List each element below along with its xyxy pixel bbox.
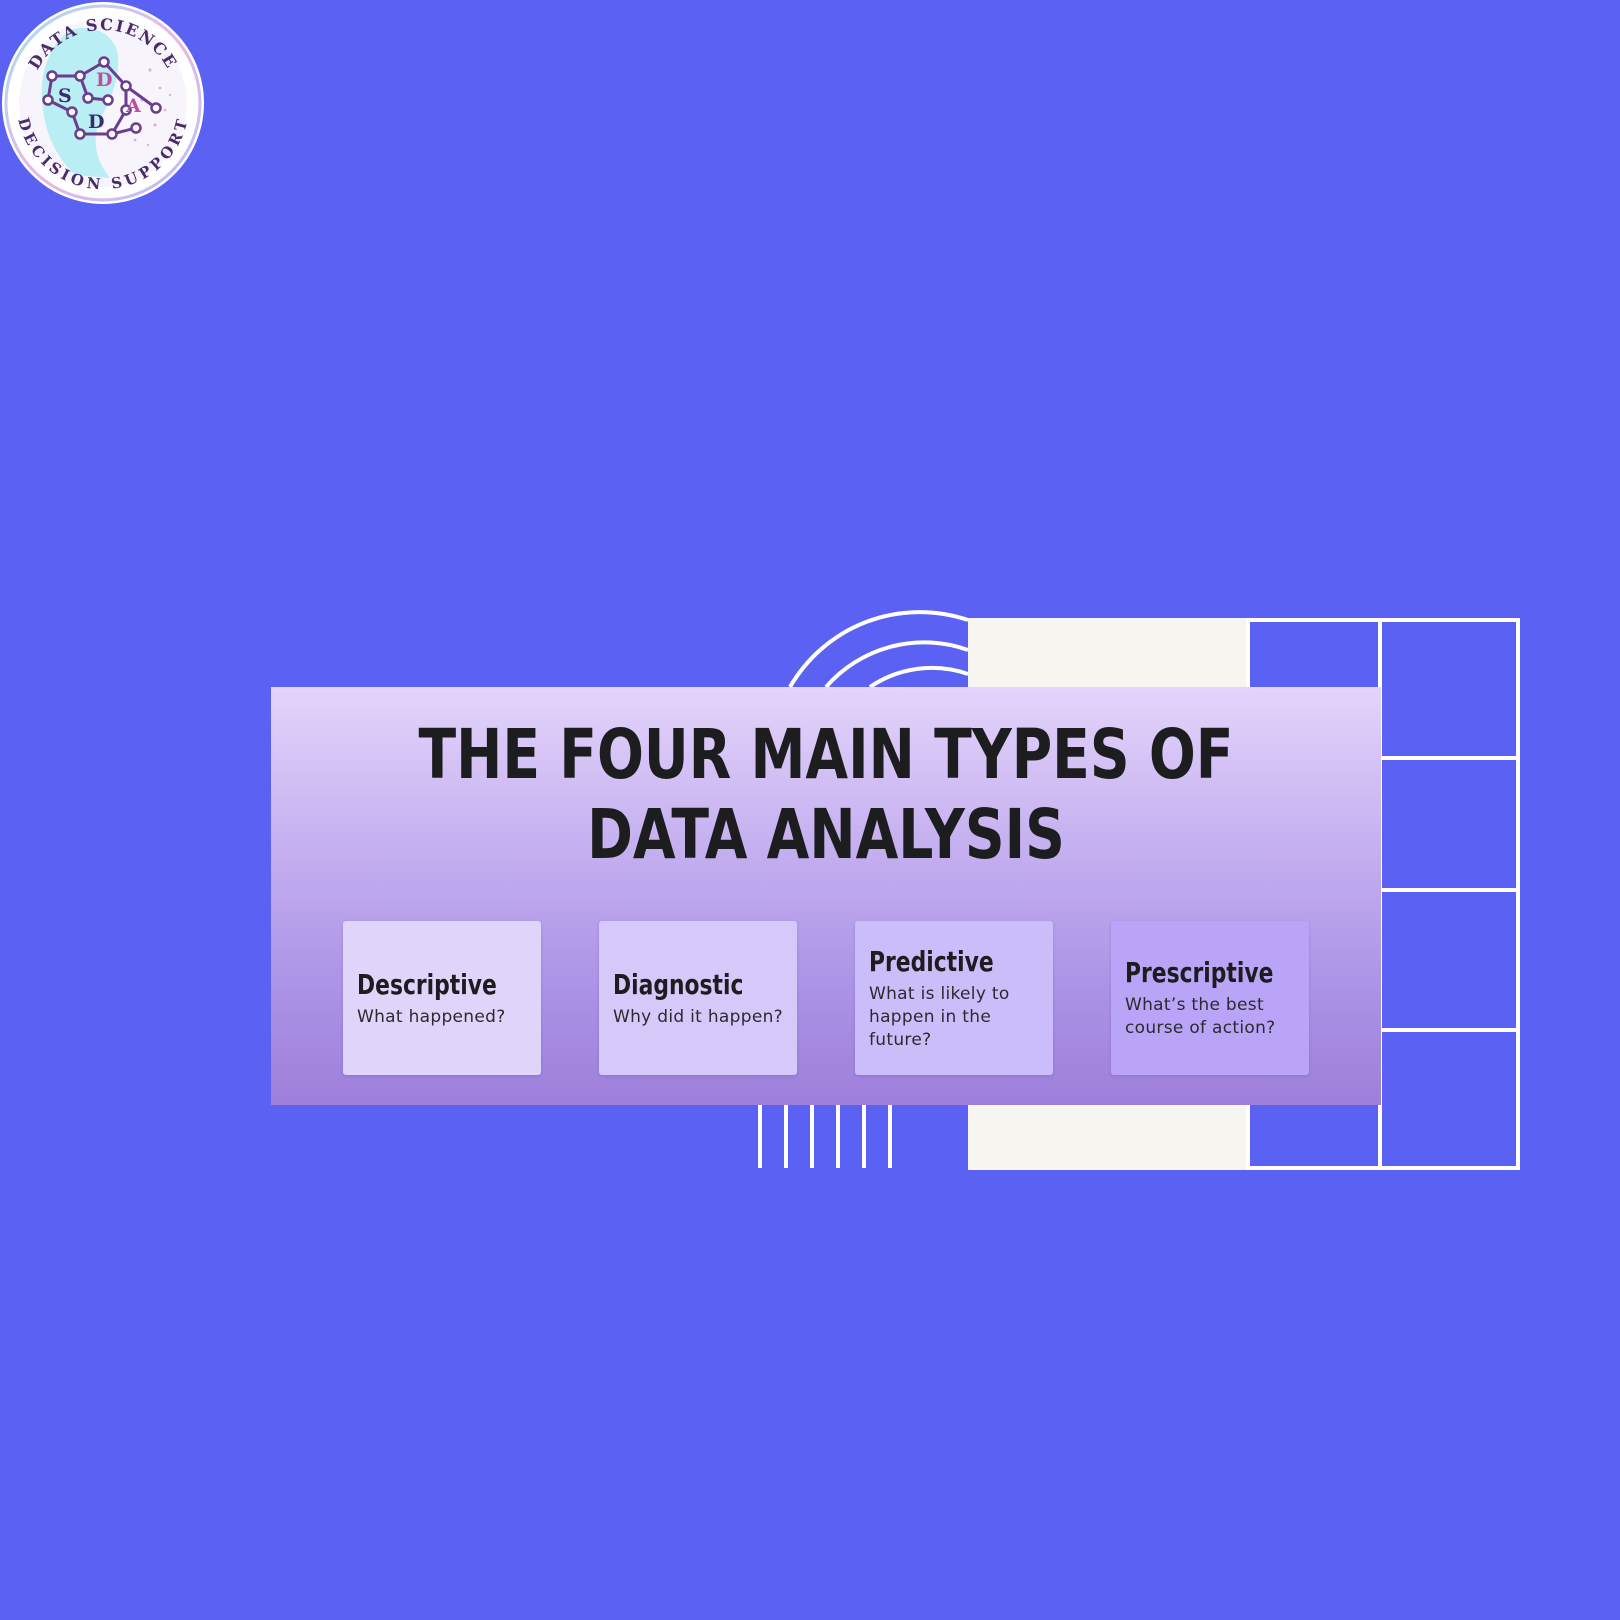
card-descriptive-question: What happened? bbox=[357, 1006, 506, 1027]
vertical-stripes-decoration bbox=[758, 1105, 892, 1168]
logo-letter-a: A bbox=[125, 95, 141, 117]
logo-letter-d-bottom: D bbox=[88, 111, 104, 133]
diagram-title-line-2: DATA ANALYSIS bbox=[587, 795, 1065, 875]
logo-badge: S D A D DATA SCIENCE DECISION SUPPORT bbox=[2, 2, 204, 204]
card-predictive: Predictive What is likely to happen in t… bbox=[855, 921, 1053, 1075]
card-descriptive-name: Descriptive bbox=[357, 967, 497, 1001]
logo-letter-d-top: D bbox=[96, 69, 112, 91]
diagram-title-line-1: THE FOUR MAIN TYPES OF bbox=[418, 715, 1234, 795]
analysis-types-panel: THE FOUR MAIN TYPES OF DATA ANALYSIS Des… bbox=[271, 687, 1381, 1105]
card-prescriptive-name: Prescriptive bbox=[1125, 956, 1274, 989]
card-predictive-name: Predictive bbox=[869, 944, 994, 978]
card-descriptive: Descriptive What happened? bbox=[343, 921, 541, 1075]
card-diagnostic: Diagnostic Why did it happen? bbox=[599, 921, 797, 1075]
card-diagnostic-question: Why did it happen? bbox=[613, 1006, 783, 1027]
logo-letter-s: S bbox=[58, 85, 72, 107]
card-prescriptive-question: What’s the best course of action? bbox=[1125, 995, 1276, 1038]
arc-lines-decoration bbox=[788, 610, 969, 689]
card-diagnostic-name: Diagnostic bbox=[613, 967, 744, 1001]
card-predictive-question: What is likely to happen in the future? bbox=[869, 983, 1010, 1050]
diagram-title: THE FOUR MAIN TYPES OF DATA ANALYSIS bbox=[382, 715, 1270, 875]
card-prescriptive: Prescriptive What’s the best course of a… bbox=[1111, 921, 1309, 1075]
